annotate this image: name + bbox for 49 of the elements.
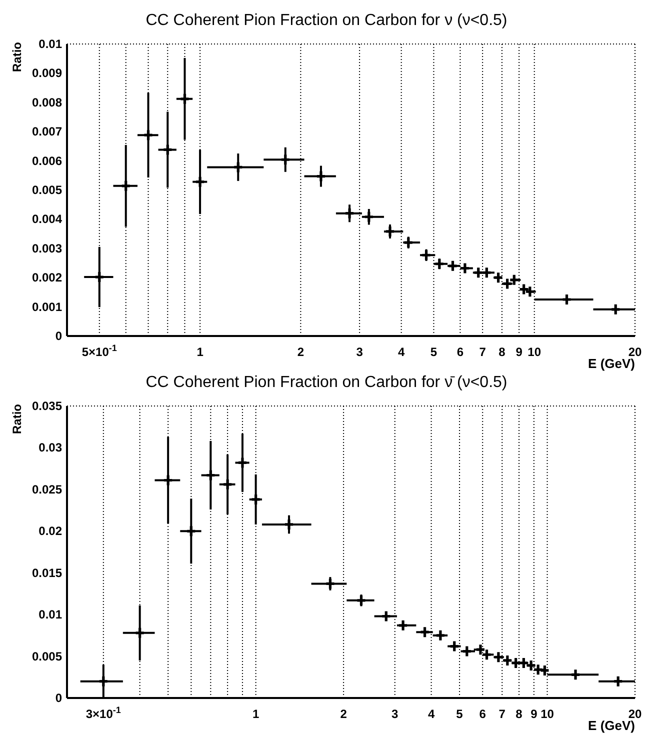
y-tick-label: 0.006 — [32, 154, 62, 168]
x-tick-label: 5×10$^{-1}$ — [82, 343, 117, 359]
y-axis-title: Ratio — [10, 404, 24, 434]
y-axis-title: Ratio — [10, 42, 24, 72]
y-tick-label: 0 — [55, 691, 62, 705]
x-tick-label: 10 — [540, 707, 554, 721]
x-tick-label: 2 — [297, 345, 304, 359]
x-tick-label: 4 — [398, 345, 405, 359]
y-tick-label: 0.007 — [32, 124, 62, 139]
x-tick-label: 9 — [516, 345, 523, 359]
x-tick-label: 3×10$^{-1}$ — [86, 705, 121, 721]
x-tick-label: 3 — [356, 345, 364, 359]
y-tick-label: 0.035 — [32, 399, 62, 413]
y-tick-label: 0.004 — [32, 212, 62, 226]
y-tick-label: 0.003 — [32, 241, 62, 256]
y-tick-label: 0.009 — [32, 66, 62, 80]
y-tick-label: 0.02 — [38, 524, 62, 538]
y-tick-label: 0.015 — [32, 566, 62, 580]
x-tick-label: 10 — [528, 345, 542, 359]
y-tick-label: 0.01 — [38, 608, 62, 622]
chart-title: CC Coherent Pion Fraction on Carbon for ν (ν<0.5) — [144, 12, 508, 30]
x-tick-label: 9 — [530, 707, 538, 721]
y-tick-label: 0.03 — [38, 440, 62, 455]
x-tick-label: 4 — [428, 707, 435, 721]
x-tick-label: 20 — [628, 707, 642, 721]
x-tick-label: 5 — [456, 707, 464, 721]
y-tick-label: 0.002 — [32, 270, 62, 285]
x-tick-label: 7 — [498, 707, 506, 721]
x-tick-label: 6 — [456, 345, 464, 359]
x-tick-label: 7 — [479, 345, 486, 359]
x-axis-title: E (GeV) — [588, 718, 635, 733]
x-tick-label: 8 — [516, 707, 523, 721]
x-tick-label: 5 — [430, 345, 438, 359]
y-tick-label: 0.008 — [32, 95, 62, 110]
x-tick-label: 1 — [252, 707, 260, 721]
y-tick-label: 0.005 — [32, 183, 62, 197]
y-tick-label: 0.025 — [32, 482, 62, 496]
y-tick-label: 0 — [55, 329, 62, 343]
y-tick-label: 0.005 — [32, 649, 62, 664]
x-tick-label: 20 — [628, 345, 642, 359]
y-tick-label: 0.001 — [32, 300, 62, 314]
x-tick-label: 1 — [196, 345, 204, 359]
x-tick-label: 6 — [479, 707, 486, 721]
x-tick-label: 3 — [392, 707, 399, 721]
x-tick-label: 2 — [340, 707, 348, 721]
x-axis-title: E (GeV) — [588, 356, 635, 371]
y-tick-label: 0.01 — [38, 37, 62, 51]
x-tick-label: 8 — [498, 345, 506, 359]
chart-title: CC Coherent Pion Fraction on Carbon for ν̄ (ν<0.5) — [144, 374, 508, 392]
